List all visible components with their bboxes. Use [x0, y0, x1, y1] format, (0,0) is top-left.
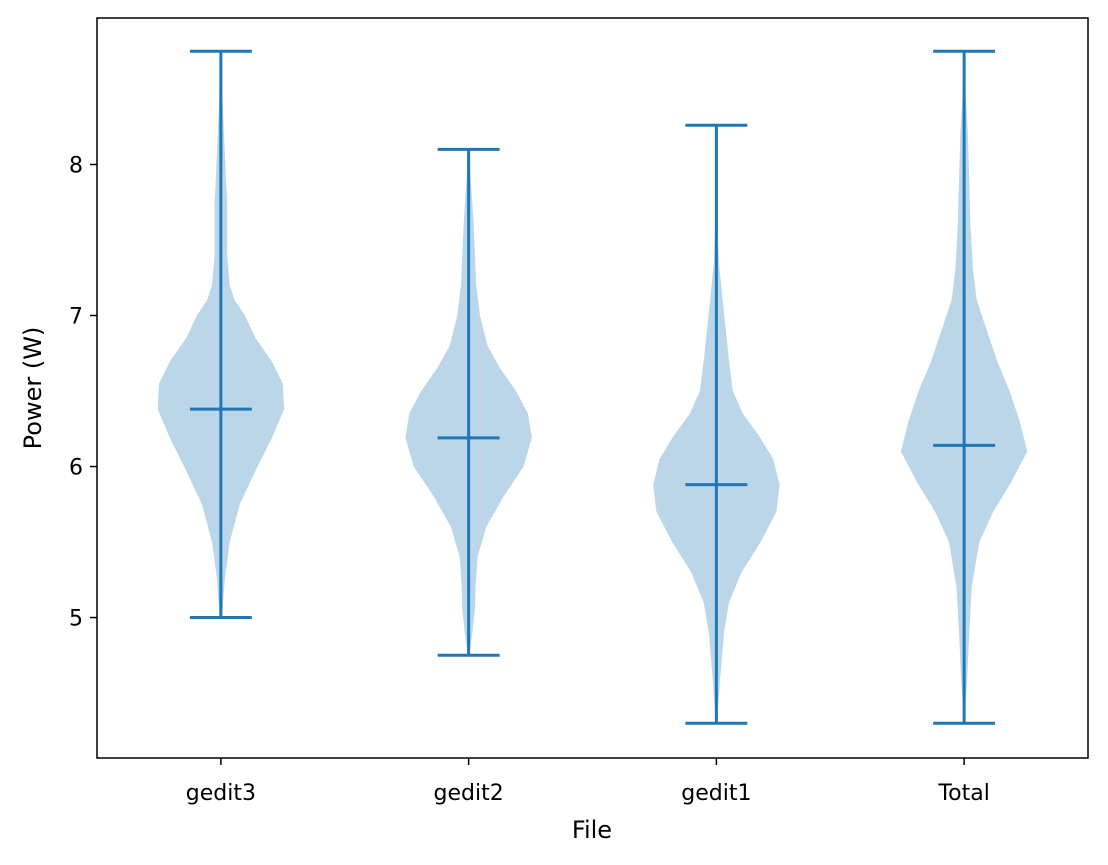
x-tick-label: Total [937, 781, 989, 806]
y-axis: 5 6 7 8 [69, 153, 97, 632]
y-tick-label: 6 [69, 456, 83, 481]
x-tick-label: gedit3 [186, 781, 256, 806]
y-axis-label: Power (W) [19, 327, 47, 450]
x-axis-label: File [572, 816, 612, 844]
x-axis: gedit3 gedit2 gedit1 Total [186, 758, 990, 806]
y-tick-label: 5 [69, 607, 83, 632]
y-tick-label: 7 [69, 305, 83, 330]
plot-frame [96, 17, 1089, 759]
violin-layer [157, 49, 1028, 725]
x-tick-label: gedit2 [434, 781, 504, 806]
y-tick-label: 8 [69, 153, 83, 178]
x-tick-label: gedit1 [681, 781, 751, 806]
